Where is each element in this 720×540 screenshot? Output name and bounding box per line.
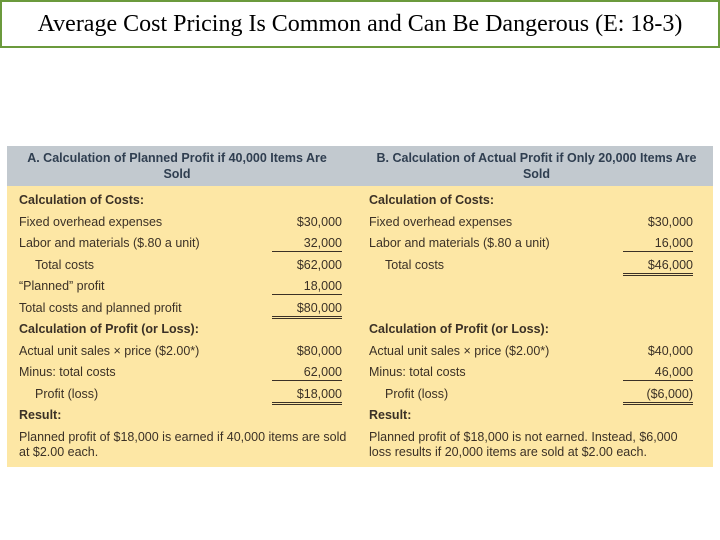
a-total-costs-label: Total costs — [35, 258, 95, 272]
header-actual-profit: B. Calculation of Actual Profit if Only … — [376, 151, 697, 181]
a-planned-profit-label: “Planned” profit — [19, 279, 105, 293]
a-costs-heading: Calculation of Costs: — [19, 193, 145, 207]
b-minus-costs-label: Minus: total costs — [369, 365, 466, 379]
slide-title: Average Cost Pricing Is Common and Can B… — [37, 10, 683, 37]
a-labor-amount: 32,000 — [272, 236, 342, 252]
b-profit-heading: Calculation of Profit (or Loss): — [369, 322, 549, 336]
a-labor-label: Labor and materials ($.80 a unit) — [19, 236, 200, 250]
b-profit-loss-label: Profit (loss) — [385, 387, 449, 401]
a-total-costs-amount: $62,000 — [296, 258, 342, 272]
b-costs-heading: Calculation of Costs: — [369, 193, 495, 207]
b-fixed-amount: $30,000 — [647, 215, 693, 229]
a-total-planned-label: Total costs and planned profit — [19, 301, 182, 315]
b-minus-costs-amount: 46,000 — [623, 365, 693, 381]
b-profit-loss-amount: ($6,000) — [623, 387, 693, 405]
b-fixed-label: Fixed overhead expenses — [369, 215, 513, 229]
b-total-costs-label: Total costs — [385, 258, 445, 272]
slide-title-box: Average Cost Pricing Is Common and Can B… — [0, 0, 720, 48]
a-planned-profit-amount: 18,000 — [272, 279, 342, 295]
b-total-costs-amount: $46,000 — [623, 258, 693, 276]
a-fixed-label: Fixed overhead expenses — [19, 215, 163, 229]
b-sales-amount: $40,000 — [647, 344, 693, 358]
a-result-heading: Result: — [19, 408, 62, 422]
header-planned-profit: A. Calculation of Planned Profit if 40,0… — [27, 151, 327, 181]
a-fixed-amount: $30,000 — [296, 215, 342, 229]
a-profit-heading: Calculation of Profit (or Loss): — [19, 322, 199, 336]
b-sales-label: Actual unit sales × price ($2.00*) — [369, 344, 550, 358]
b-labor-label: Labor and materials ($.80 a unit) — [369, 236, 550, 250]
profit-table: A. Calculation of Planned Profit if 40,0… — [7, 146, 713, 467]
a-minus-costs-amount: 62,000 — [272, 365, 342, 381]
a-profit-loss-amount: $18,000 — [272, 387, 342, 405]
b-labor-amount: 16,000 — [623, 236, 693, 252]
a-result-text: Planned profit of $18,000 is earned if 4… — [19, 430, 347, 459]
a-profit-loss-label: Profit (loss) — [35, 387, 99, 401]
a-minus-costs-label: Minus: total costs — [19, 365, 116, 379]
a-sales-label: Actual unit sales × price ($2.00*) — [19, 344, 200, 358]
b-result-heading: Result: — [369, 408, 412, 422]
a-sales-amount: $80,000 — [296, 344, 342, 358]
a-total-planned-amount: $80,000 — [272, 301, 342, 319]
b-result-text: Planned profit of $18,000 is not earned.… — [369, 430, 678, 459]
table-header-row: A. Calculation of Planned Profit if 40,0… — [7, 146, 713, 186]
